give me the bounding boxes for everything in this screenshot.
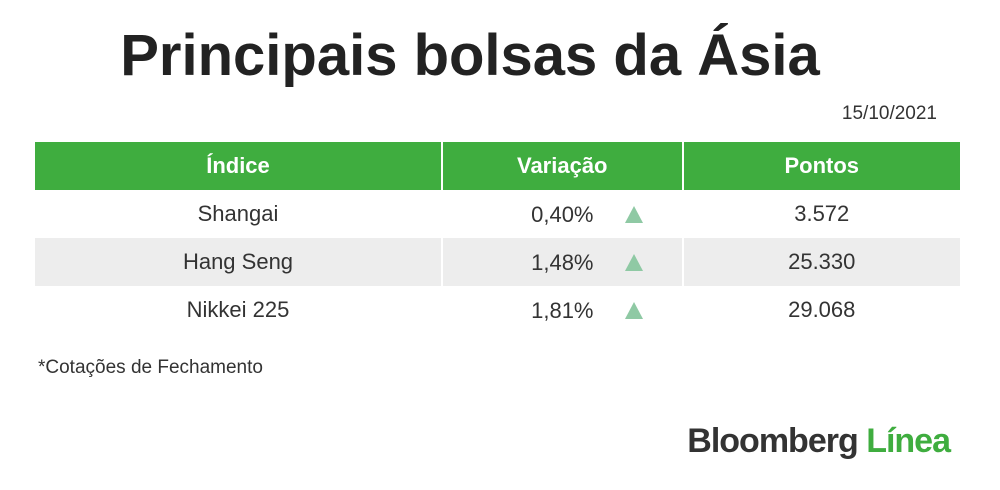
row: Shangai 0,40% 3.572 [35,190,960,238]
cell: 25.330 [681,238,960,286]
row: Nikkei 225 1,81% 29.068 [35,286,960,334]
up-arrow [624,302,643,319]
cell-text: 1,48% [531,250,594,275]
cell: Nikkei 225 [186,297,290,322]
cell: 1,48% [441,238,683,286]
cell: 29.068 [681,286,960,334]
column-header: Índice [35,142,442,190]
cell: 0,40% [441,190,683,238]
cell: 3.572 [681,190,960,238]
cell-text: 0,40% [531,202,594,227]
cell: Hang Seng [35,238,442,286]
brand: Bloomberg Línea [687,422,951,461]
up-arrow [624,206,643,223]
cell: 1,81% [441,286,683,334]
cell: Shangai [197,201,279,226]
cell-text: 1,81% [531,298,594,323]
up-arrow [624,254,643,271]
table: Índice Variação Pontos Shangai 0,40% 3.572… [35,142,960,334]
brand-suffix: Línea [866,422,951,460]
row: Hang Seng 1,48% 25.330 [35,238,960,286]
column-header: Pontos [681,142,960,190]
brand-name: Bloomberg [687,422,858,460]
date: 15/10/2021 [841,103,937,124]
footnote: *Cotações de Fechamento [38,357,263,378]
title: Principais bolsas da Ásia [120,23,820,88]
column-header: Variação [441,142,683,190]
